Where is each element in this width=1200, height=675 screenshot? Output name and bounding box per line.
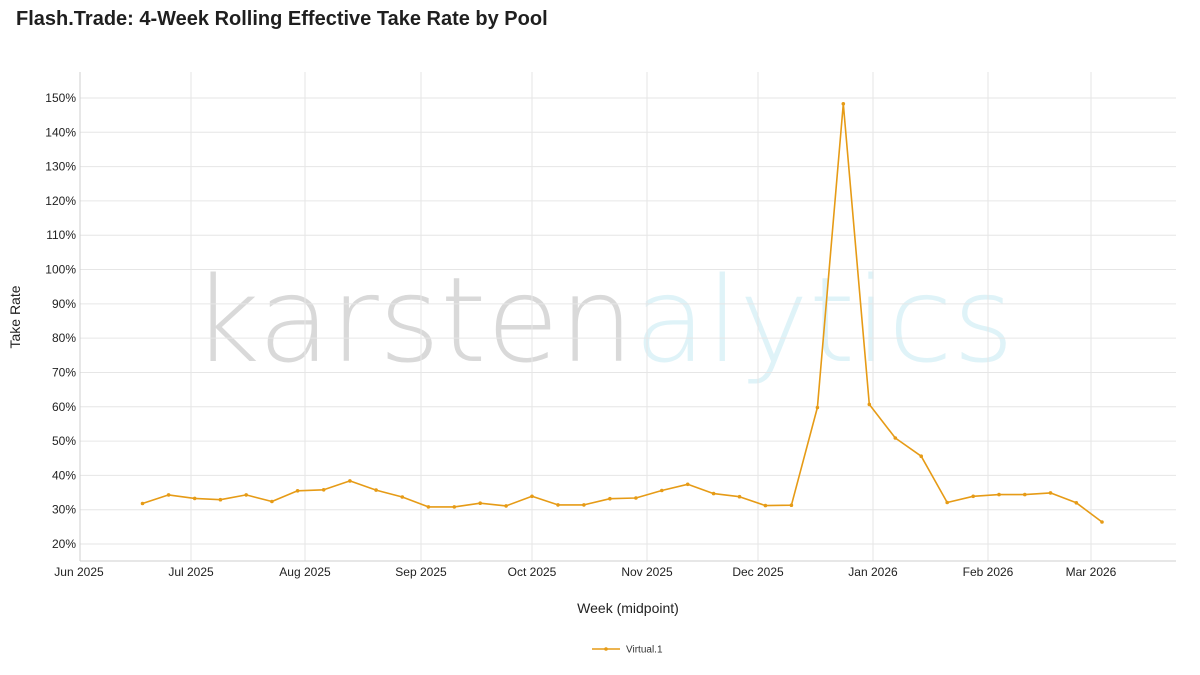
data-point xyxy=(971,494,975,499)
data-point xyxy=(1100,520,1104,524)
y-tick-label: 80% xyxy=(52,331,76,345)
data-point xyxy=(634,496,638,500)
data-point xyxy=(140,501,145,506)
data-point xyxy=(789,503,794,508)
data-point xyxy=(711,491,716,496)
y-tick-label: 60% xyxy=(52,400,76,414)
y-tick-label: 90% xyxy=(52,297,76,311)
y-tick-label: 140% xyxy=(45,125,76,139)
x-tick-label: Feb 2026 xyxy=(963,565,1014,579)
y-tick-label: 40% xyxy=(52,468,76,482)
data-point xyxy=(478,501,483,506)
data-point xyxy=(1074,501,1079,505)
y-tick-label: 110% xyxy=(46,228,76,242)
x-tick-label: Aug 2025 xyxy=(279,565,331,579)
x-tick-label: Nov 2025 xyxy=(621,565,673,579)
x-axis-title: Week (midpoint) xyxy=(577,600,679,616)
data-point xyxy=(582,503,586,507)
data-point xyxy=(556,503,560,507)
series-line xyxy=(142,103,1103,523)
data-point xyxy=(867,402,872,407)
data-point xyxy=(192,496,197,501)
data-point xyxy=(348,479,352,483)
x-tick-label: Oct 2025 xyxy=(508,565,557,579)
y-tick-label: 100% xyxy=(45,263,76,277)
data-point xyxy=(218,497,223,502)
x-tick-label: Jun 2025 xyxy=(54,565,104,579)
y-gridlines xyxy=(80,97,1176,545)
y-tick-label: 70% xyxy=(52,365,76,379)
data-point xyxy=(893,436,898,440)
data-point xyxy=(1023,492,1027,497)
y-tick-label: 150% xyxy=(45,91,76,105)
watermark-text: karstenalytics xyxy=(192,251,1015,389)
chart-title: Flash.Trade: 4-Week Rolling Effective Ta… xyxy=(16,8,548,30)
legend: Virtual.1 xyxy=(592,645,663,656)
x-tick-label: Sep 2025 xyxy=(395,565,447,579)
x-tick-label: Mar 2026 xyxy=(1066,565,1117,579)
axes xyxy=(79,72,1176,562)
data-point xyxy=(919,454,923,459)
data-point xyxy=(426,505,431,509)
x-tick-label: Dec 2025 xyxy=(732,565,784,579)
data-point xyxy=(166,493,171,497)
y-tick-label: 120% xyxy=(45,194,76,208)
x-tick-label: Jan 2026 xyxy=(848,565,898,579)
data-point xyxy=(295,489,300,493)
data-point xyxy=(841,102,846,106)
y-tick-label: 30% xyxy=(52,503,76,517)
watermark-part1: karsten xyxy=(192,251,634,389)
data-point xyxy=(737,494,742,499)
data-point xyxy=(321,488,326,492)
data-point xyxy=(815,405,820,410)
data-point xyxy=(660,488,664,493)
y-tick-label: 130% xyxy=(45,160,76,174)
data-point xyxy=(685,482,690,487)
series-layer xyxy=(140,102,1104,524)
y-tick-label: 20% xyxy=(52,537,76,551)
data-point xyxy=(763,503,768,508)
x-tick-label: Jul 2025 xyxy=(168,565,214,579)
y-axis-title: Take Rate xyxy=(7,285,23,348)
x-gridlines xyxy=(190,72,1092,561)
data-point xyxy=(452,505,457,509)
data-point xyxy=(374,488,378,492)
legend-marker xyxy=(604,647,608,651)
data-point xyxy=(244,493,248,497)
y-tick-labels: 20% 30% 40% 50% 60% 70% 80% 90% 100% 110% 120% 130%… xyxy=(45,91,76,551)
y-tick-label: 50% xyxy=(52,434,76,448)
data-point xyxy=(400,495,405,499)
data-point xyxy=(608,496,612,501)
data-point xyxy=(997,492,1001,497)
data-point xyxy=(504,504,508,508)
data-point xyxy=(530,494,534,499)
watermark: karstenalytics xyxy=(192,251,1015,389)
x-tick-labels: Jun 2025 Jul 2025 Aug 2025 Sep 2025 Oct 2025… xyxy=(54,565,1116,579)
data-point xyxy=(270,499,274,504)
data-point xyxy=(1048,491,1053,495)
legend-label[interactable]: Virtual.1 xyxy=(626,645,663,656)
data-point xyxy=(945,500,949,505)
